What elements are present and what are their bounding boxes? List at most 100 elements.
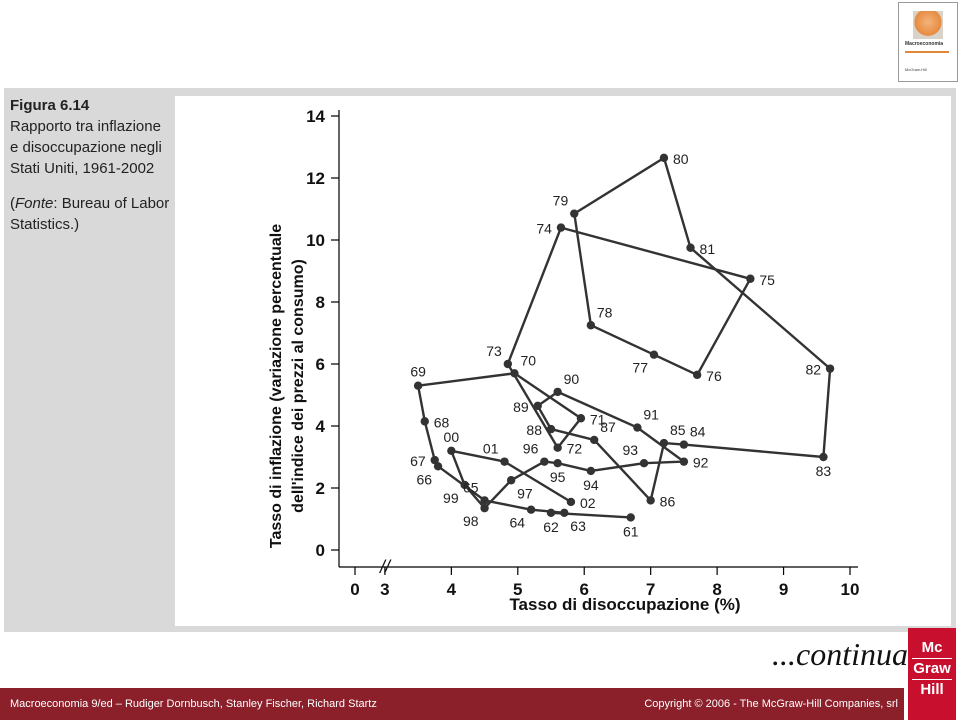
cover-publisher: McGraw-Hill xyxy=(905,67,927,72)
x-tick-label: 3 xyxy=(380,580,389,599)
point-labels: 61 62 63 64 65 66 67 68 69 70 71 72 73 74 75 76 77 78 79 80… xyxy=(410,151,831,540)
footer-copyright: Copyright © 2006 - The McGraw-Hill Compa… xyxy=(644,698,898,710)
data-point-62 xyxy=(546,508,556,517)
chart-area: 0 2 4 6 8 10 12 14 0 3 4 5 6 7 8 9 10//Tasso di disoccup… xyxy=(175,96,951,626)
data-point-79 xyxy=(570,209,579,218)
data-point-96 xyxy=(540,457,549,466)
series-line xyxy=(416,156,832,519)
point-label-90: 90 xyxy=(564,371,580,387)
point-label-92: 92 xyxy=(693,455,709,471)
source-text: : Bureau of Labor Statistics.) xyxy=(10,195,170,233)
point-label-95: 95 xyxy=(550,469,566,485)
point-label-77: 77 xyxy=(632,360,648,376)
y-tick-label: 0 xyxy=(316,541,325,560)
x-tick-label: 10 xyxy=(841,580,860,599)
point-label-80: 80 xyxy=(673,151,689,167)
footer-authors: Macroeconomia 9/ed – Rudiger Dornbusch, … xyxy=(10,698,377,710)
data-point-95 xyxy=(553,459,562,468)
point-label-89: 89 xyxy=(513,399,529,415)
point-label-76: 76 xyxy=(706,368,722,384)
data-point-98 xyxy=(480,503,489,513)
y-tick-label: 14 xyxy=(306,107,325,126)
data-point-86 xyxy=(646,496,655,505)
point-label-61: 61 xyxy=(623,523,639,539)
logo-line: Mc xyxy=(921,639,943,656)
x-tick-label: 6 xyxy=(579,580,588,599)
data-point-75 xyxy=(746,274,755,283)
data-point-64 xyxy=(526,505,536,514)
point-label-91: 91 xyxy=(643,407,659,423)
point-label-75: 75 xyxy=(759,272,775,288)
data-point-71 xyxy=(576,414,586,423)
data-point-97 xyxy=(506,476,516,485)
cover-title: Macroeconomia xyxy=(905,41,944,47)
x-axis-break: // xyxy=(378,557,392,577)
x-tick-label: 4 xyxy=(447,580,457,599)
point-label-86: 86 xyxy=(660,493,676,509)
data-point-63 xyxy=(560,508,569,517)
point-label-99: 99 xyxy=(443,490,459,506)
data-point-70 xyxy=(510,369,519,378)
data-point-88 xyxy=(546,424,556,434)
point-label-81: 81 xyxy=(700,241,716,257)
point-label-79: 79 xyxy=(553,193,569,209)
cover-artwork xyxy=(913,11,943,39)
y-axis-label: dell'indice dei prezzi al consumo) xyxy=(290,259,307,513)
data-point-76 xyxy=(692,370,702,380)
figure-title: Rapporto tra inflazione e disoccupazione… xyxy=(10,118,162,177)
data-point-74 xyxy=(556,223,566,232)
data-point-01 xyxy=(500,457,509,466)
y-tick-label: 12 xyxy=(306,169,325,188)
data-point-82 xyxy=(825,364,835,373)
point-label-83: 83 xyxy=(816,463,832,479)
data-point-93 xyxy=(639,459,649,468)
data-point-87 xyxy=(589,435,599,445)
data-point-83 xyxy=(819,452,828,462)
point-label-84: 84 xyxy=(690,424,706,440)
x-tick-label: 9 xyxy=(779,580,788,599)
point-label-70: 70 xyxy=(520,352,536,368)
data-point-99 xyxy=(460,480,469,490)
mcgraw-hill-logo: Mc Graw Hill xyxy=(908,628,956,720)
data-points xyxy=(413,153,835,522)
point-label-72: 72 xyxy=(567,441,583,457)
data-point-92 xyxy=(679,457,689,466)
y-tick-label: 10 xyxy=(306,231,325,250)
continue-label: ...continua xyxy=(772,636,908,672)
point-label-97: 97 xyxy=(517,485,533,501)
y-tick-label: 6 xyxy=(316,355,325,374)
point-label-87: 87 xyxy=(600,419,616,435)
logo-line: Graw xyxy=(912,658,952,677)
data-point-69 xyxy=(413,381,423,390)
source-label: Fonte xyxy=(15,195,54,212)
point-label-82: 82 xyxy=(805,362,821,378)
x-tick-label: 7 xyxy=(646,580,655,599)
point-label-78: 78 xyxy=(597,304,613,320)
y-tick-label: 4 xyxy=(316,417,326,436)
x-tick-label: 5 xyxy=(513,580,522,599)
point-label-69: 69 xyxy=(410,364,426,380)
data-point-67 xyxy=(430,455,439,465)
data-point-85 xyxy=(659,438,669,448)
footer-bar: Macroeconomia 9/ed – Rudiger Dornbusch, … xyxy=(0,688,904,720)
logo-line: Hill xyxy=(912,679,952,700)
point-label-65: 65 xyxy=(463,479,479,495)
figure-caption: Figura 6.14 Rapporto tra inflazione e di… xyxy=(10,95,170,235)
data-point-89 xyxy=(533,401,542,411)
point-label-63: 63 xyxy=(570,518,586,534)
data-point-66 xyxy=(433,462,443,471)
point-label-64: 64 xyxy=(509,515,525,531)
data-point-68 xyxy=(420,417,429,426)
y-tick-label: 2 xyxy=(316,479,325,498)
series-polyline xyxy=(416,156,832,519)
point-label-00: 00 xyxy=(444,429,460,445)
data-point-81 xyxy=(686,243,695,252)
y-tick-label: 8 xyxy=(316,293,325,312)
point-label-73: 73 xyxy=(486,343,502,359)
data-point-91 xyxy=(633,423,642,432)
x-tick-label: 0 xyxy=(350,580,359,599)
point-label-66: 66 xyxy=(416,471,432,487)
point-label-74: 74 xyxy=(536,221,552,237)
point-label-96: 96 xyxy=(523,441,539,457)
